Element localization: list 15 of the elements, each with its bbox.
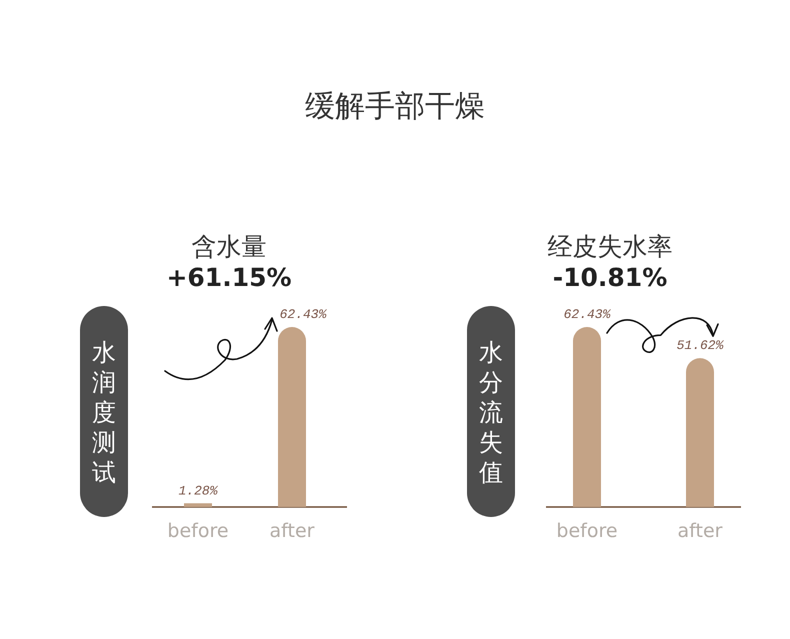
x-tick-label: before	[167, 520, 229, 542]
x-tick-label: after	[270, 520, 315, 542]
chart-subtitle: +61.15%	[166, 263, 292, 292]
data-label: 62.43%	[280, 307, 328, 322]
y-axis-title: 水润度测试	[92, 338, 116, 486]
chart-title: 含水量	[192, 232, 266, 261]
chart-title: 经皮失水率	[548, 232, 672, 261]
x-tick-label: before	[556, 520, 618, 542]
x-tick-label: after	[678, 520, 723, 542]
data-label: 62.43%	[564, 307, 612, 322]
data-label: 51.62%	[676, 338, 725, 354]
data-label: 1.28%	[178, 483, 219, 498]
chart-subtitle: -10.81%	[552, 263, 668, 292]
text: 缓解手部干燥	[305, 89, 485, 124]
y-axis-title: 水分流失值	[479, 338, 503, 486]
